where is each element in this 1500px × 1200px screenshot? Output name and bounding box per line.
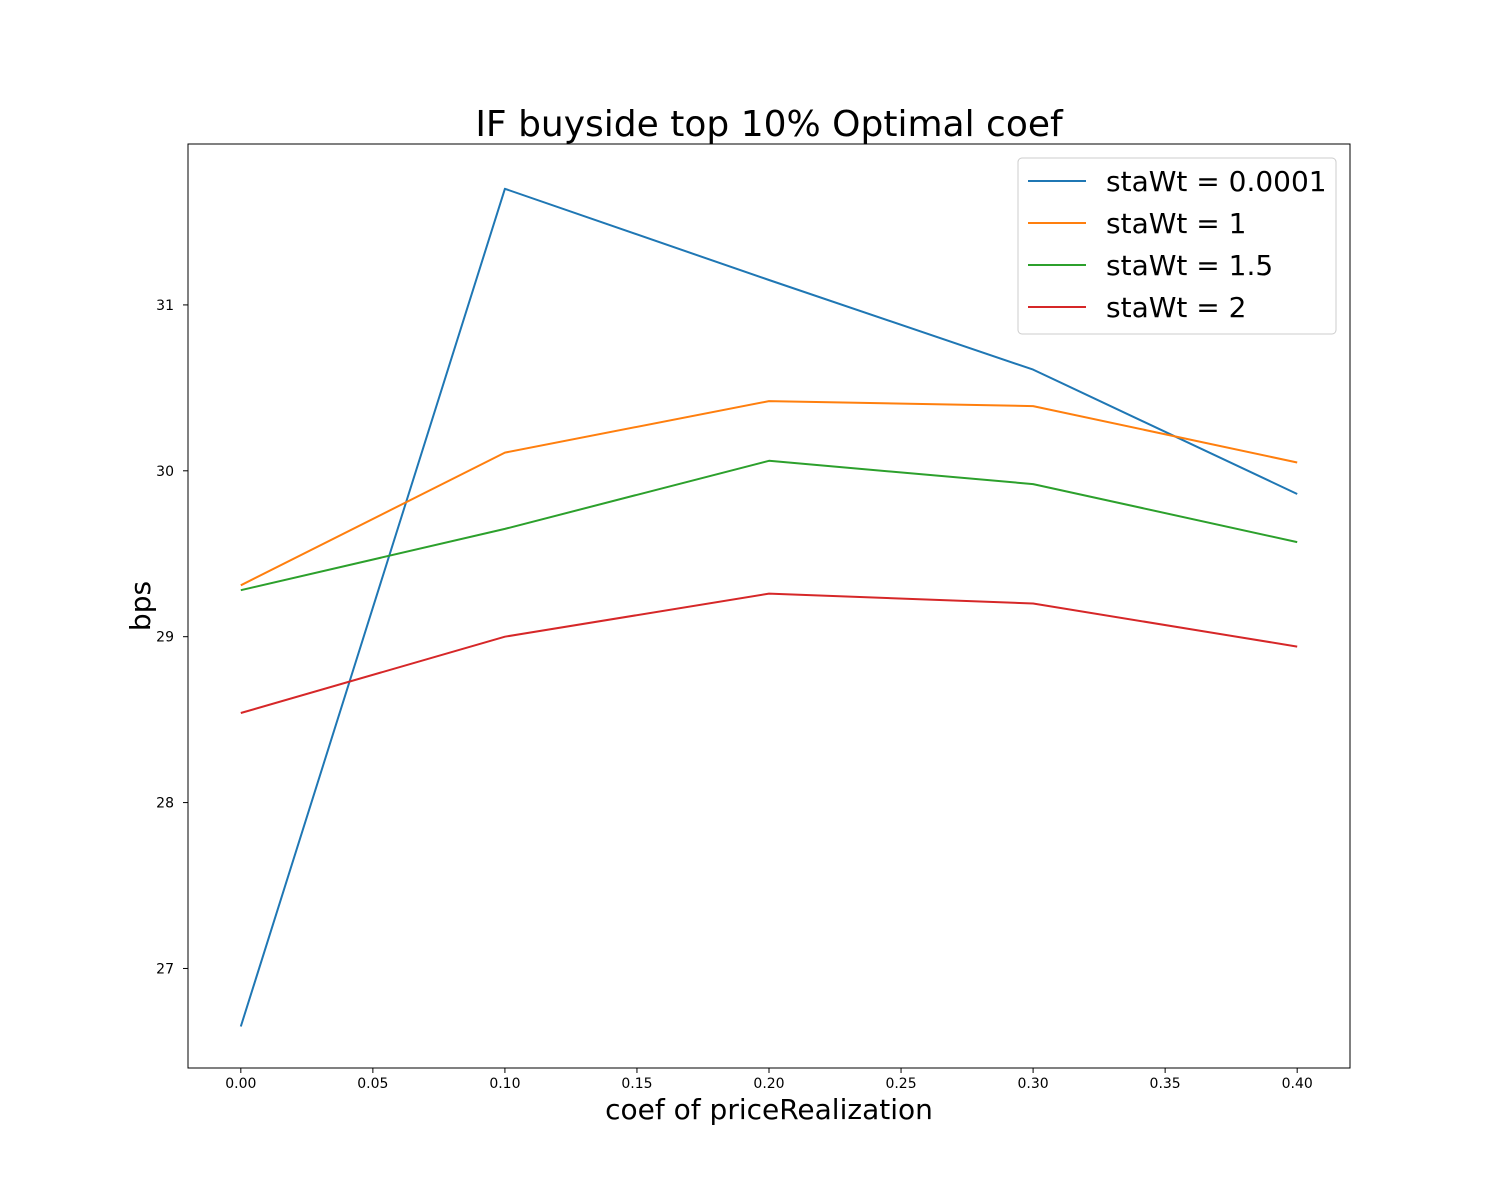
x-tick-label: 0.40 xyxy=(1282,1076,1313,1092)
y-tick-label: 30 xyxy=(156,464,174,480)
x-tick-label: 0.05 xyxy=(357,1076,388,1092)
plot-frame xyxy=(187,143,1351,1069)
x-tick-label: 0.10 xyxy=(489,1076,520,1092)
legend-label-3: staWt = 2 xyxy=(1106,291,1246,324)
legend-label-0: staWt = 0.0001 xyxy=(1106,165,1327,198)
x-tick-label: 0.25 xyxy=(885,1076,916,1092)
x-axis-label: coef of priceRealization xyxy=(605,1093,933,1126)
y-tick-label: 28 xyxy=(156,796,174,812)
x-tick-label: 0.15 xyxy=(621,1076,652,1092)
legend: staWt = 0.0001 staWt = 1 staWt = 1.5 sta… xyxy=(1017,157,1337,335)
x-tick-label: 0.35 xyxy=(1150,1076,1181,1092)
legend-label-1: staWt = 1 xyxy=(1106,207,1246,240)
series-line-2 xyxy=(240,459,1298,592)
legend-label-2: staWt = 1.5 xyxy=(1106,249,1273,282)
series-line-1 xyxy=(240,400,1298,587)
y-tick-label: 29 xyxy=(156,630,174,646)
legend-frame xyxy=(1017,157,1337,335)
chart-title: IF buyside top 10% Optimal coef xyxy=(475,104,1064,145)
series-line-0 xyxy=(239,187,1298,1027)
y-axis-label: bps xyxy=(124,581,157,631)
x-tick-label: 0.20 xyxy=(753,1076,784,1092)
x-tick-label: 0.30 xyxy=(1018,1076,1049,1092)
series-line-3 xyxy=(240,592,1298,714)
x-tick-label: 0.00 xyxy=(225,1076,256,1092)
y-tick-label: 27 xyxy=(156,961,174,977)
y-tick-label: 31 xyxy=(156,298,174,314)
series-layer xyxy=(239,187,1298,1027)
ticks-layer: 0.00 0.05 0.10 0.15 0.20 0.25 0.30 0.35 0.40 27 28… xyxy=(156,298,1313,1092)
